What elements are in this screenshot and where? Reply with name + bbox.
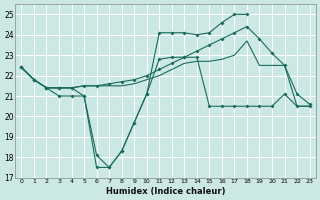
X-axis label: Humidex (Indice chaleur): Humidex (Indice chaleur) [106,187,225,196]
